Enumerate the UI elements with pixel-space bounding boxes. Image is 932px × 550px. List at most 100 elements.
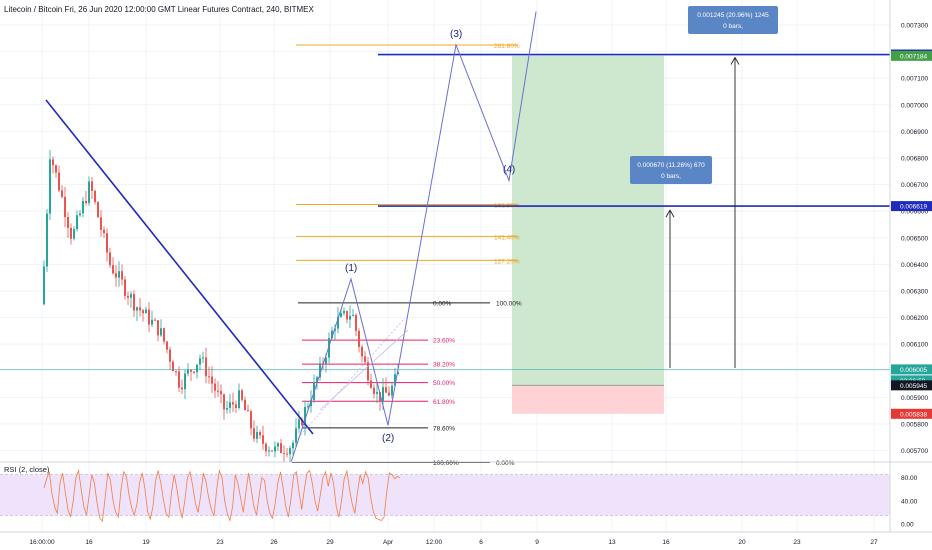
candle-body (265, 443, 267, 452)
candle-body (94, 190, 96, 203)
candle-body (373, 387, 375, 394)
rsi-tick-label: 40.00 (901, 498, 918, 505)
candle-body (298, 419, 300, 429)
price-tick-label: 0.006800 (901, 155, 928, 162)
candle-body (151, 319, 153, 325)
time-tick-label: 26 (270, 539, 278, 546)
candle-body (334, 328, 336, 331)
fib-retracement-right-label: 100.00% (496, 300, 522, 307)
candle-body (229, 402, 231, 408)
candle-body (205, 357, 207, 377)
candle-body (136, 307, 138, 311)
candle-body (76, 215, 78, 230)
time-tick-label: 16 (85, 539, 93, 546)
price-tick-label: 0.005800 (901, 421, 928, 428)
candle-body (271, 450, 273, 452)
profit-zone (512, 55, 664, 386)
candle-body (193, 371, 195, 373)
candle-body (178, 371, 180, 388)
grid (0, 0, 890, 532)
price-tag-current: 0.006005 (900, 367, 927, 374)
candle-body (112, 265, 114, 274)
candle-body (166, 341, 168, 350)
candle-body (118, 271, 120, 278)
fib-retracement-label: 78.60% (433, 425, 455, 432)
candle-body (82, 200, 84, 214)
candle-body (142, 310, 144, 314)
candle-body (148, 309, 150, 325)
candle-body (304, 407, 306, 426)
candle-body (358, 330, 360, 347)
price-tick-label: 0.007000 (901, 102, 928, 109)
candle-body (247, 410, 249, 412)
candle-body (250, 411, 252, 429)
candle-body (241, 390, 243, 400)
measure-box-value: 0.001245 (20.96%) 1245 (697, 12, 769, 19)
candle-body (286, 453, 288, 455)
candle-body (184, 373, 186, 390)
candle-body (295, 428, 297, 443)
wave-label: (3) (450, 29, 462, 40)
candle-body (196, 364, 198, 373)
candle-body (64, 196, 66, 218)
measure-box-bars: 0 bars, (723, 23, 743, 30)
fib-extension-label: 141.40% (494, 234, 520, 241)
candle-body (52, 159, 54, 166)
candle-body (244, 399, 246, 411)
rsi-title: RSI (2, close) (4, 465, 50, 474)
elliott-wave-path (290, 11, 537, 463)
price-tag-level-lower: 0.006619 (900, 204, 927, 211)
candle-body (280, 443, 282, 454)
candle-body (319, 363, 321, 378)
fib-retracement-right-label: 0.00% (496, 460, 515, 467)
candle-body (253, 428, 255, 439)
candle-body (208, 376, 210, 378)
candle-body (259, 432, 261, 436)
candle-body (289, 448, 291, 455)
time-tick-label: 29 (326, 539, 334, 546)
candle-body (364, 356, 366, 363)
candle-body (100, 217, 102, 230)
price-tick-label: 0.006900 (901, 129, 928, 136)
measure-box-value: 0.000670 (11.26%) 670 (637, 162, 705, 169)
candle-body (337, 316, 339, 329)
candle-body (163, 328, 165, 342)
price-tag-entry: 0.005945 (900, 383, 927, 390)
price-tag-stop: 0.005838 (900, 411, 927, 418)
candle-body (58, 172, 60, 191)
candle-body (307, 406, 309, 408)
candle-body (145, 309, 147, 314)
time-tick-label: 23 (793, 539, 801, 546)
candle-body (382, 387, 384, 402)
candle-body (43, 266, 45, 305)
price-tag-target-bg (891, 50, 932, 61)
time-tick-label: 27 (870, 539, 878, 546)
candle-body (85, 200, 87, 204)
wave-channel-line (319, 329, 409, 411)
candle-body (175, 371, 177, 373)
candle-body (379, 392, 381, 402)
candle-body (97, 202, 99, 218)
time-tick-label: 23 (216, 539, 224, 546)
candle-body (256, 432, 258, 439)
fib-levels: 261.80%161.80%141.40%127.20%0.00%100.00%… (292, 43, 522, 467)
candle-body (199, 358, 201, 365)
candle-body (88, 181, 90, 204)
candle-body (121, 271, 123, 280)
rsi-pane: 80.00 40.00 0.00 (0, 469, 918, 529)
candle-body (397, 372, 399, 375)
fib-retracement-label: 38.20% (433, 362, 455, 369)
time-tick-label: 16 (662, 539, 670, 546)
price-tick-label: 0.007100 (901, 76, 928, 83)
candle-body (235, 404, 237, 409)
candle-body (343, 311, 345, 314)
candle-body (232, 402, 234, 405)
fib-retracement-label: 23.60% (433, 338, 455, 345)
price-tick-label: 0.007300 (901, 23, 928, 30)
candle-body (217, 390, 219, 392)
price-tick-label: 0.006400 (901, 262, 928, 269)
price-tag-target: 0.007184 (900, 53, 927, 60)
rsi-tick-label: 0.00 (901, 522, 914, 529)
candle-body (331, 330, 333, 339)
